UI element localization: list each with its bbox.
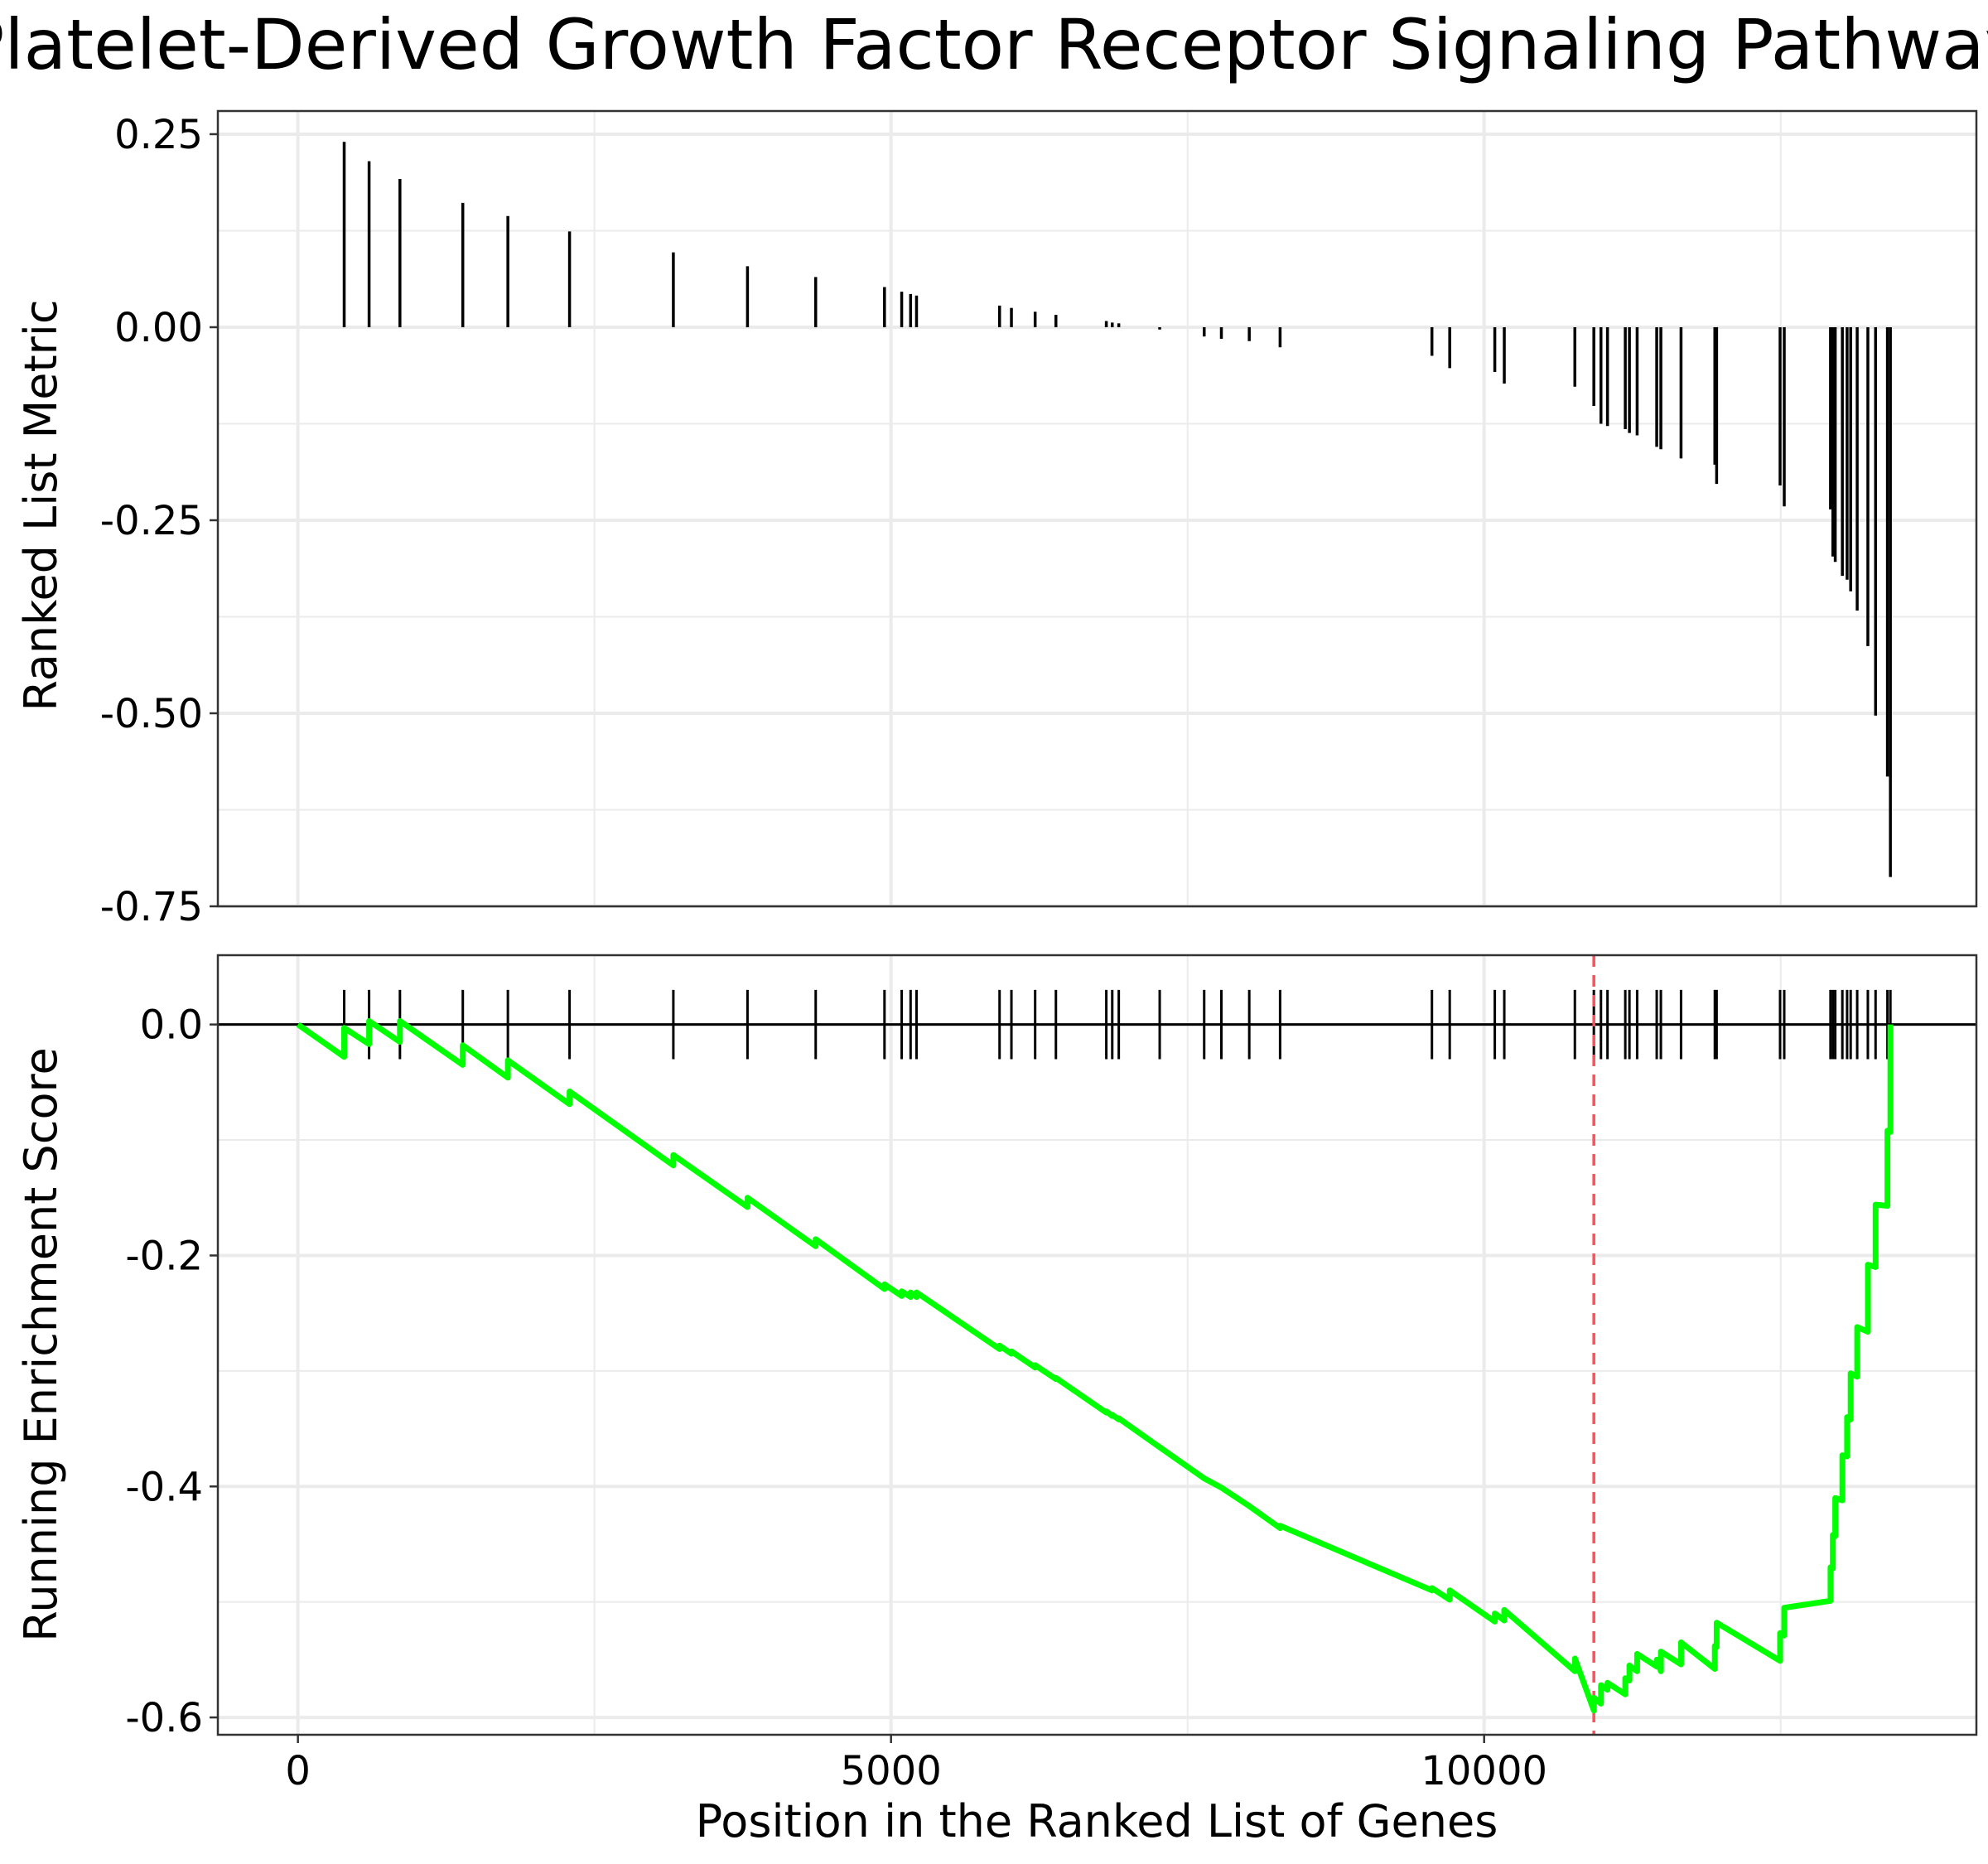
y-tick-label: 0.00 [114,305,203,351]
x-axis-title: Position in the Ranked List of Genes [696,1795,1498,1847]
bottom-panel-background [218,955,1976,1735]
top-panel-background [218,111,1976,906]
y-tick-label: 0.25 [114,112,203,158]
y-tick-label: -0.50 [100,691,203,737]
ranked-metric-panel: 0.25 0.00 -0.25 -0.50 -0.75 [100,109,1978,930]
enrichment-score-panel: 0.0 -0.2 -0.4 -0.6 0 5000 10000 [125,954,1978,1794]
y-tick-label: -0.4 [125,1464,203,1510]
y-tick-label: -0.75 [100,884,203,930]
bottom-panel-border [216,954,1978,1736]
x-tick-label: 5000 [841,1748,942,1794]
y-tick-label: -0.6 [125,1695,203,1741]
y-tick-label: 0.0 [140,1002,203,1049]
running-enrichment-line [296,1018,1894,1714]
x-tick-label: 0 [285,1748,311,1794]
ranked-metric-axis-title: Ranked List Metric [15,299,67,711]
top-panel-border [216,109,1978,908]
y-tick-label: -0.2 [125,1233,203,1279]
chart-title: Platelet-Derived Growth Factor Receptor … [0,4,1988,85]
y-tick-label: -0.25 [100,498,203,544]
x-tick-label: 10000 [1421,1748,1547,1794]
enrichment-score-axis-title: Running Enrichment Score [15,1047,67,1642]
